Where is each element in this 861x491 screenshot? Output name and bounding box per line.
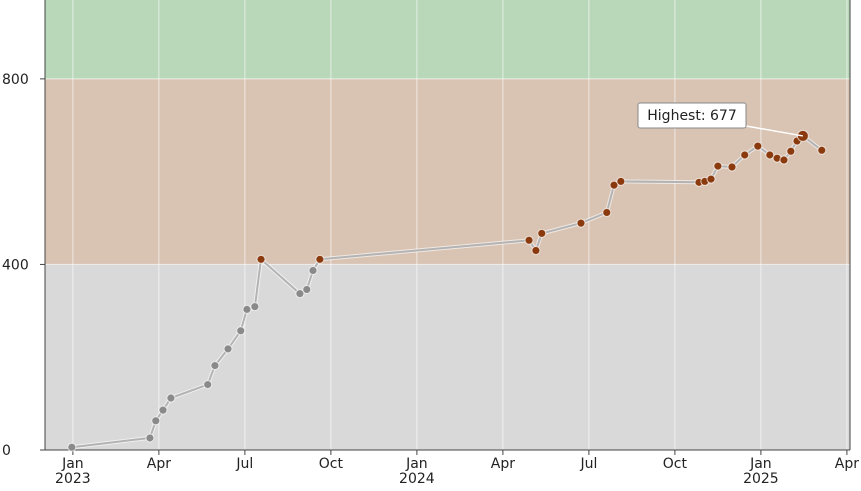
x-tick-label-line: Apr	[491, 456, 515, 472]
x-tick-label-line: 2023	[55, 471, 91, 487]
annotation-box	[637, 102, 747, 129]
data-point	[531, 246, 541, 256]
data-point	[602, 207, 612, 217]
data-point	[786, 146, 796, 156]
data-point	[779, 155, 789, 165]
x-tick-label: Oct	[663, 456, 688, 472]
data-point	[713, 161, 723, 171]
data-point	[524, 235, 534, 245]
data-point	[166, 393, 176, 403]
x-tick-label-line: 2025	[743, 471, 779, 487]
x-tick-label-line: Jan	[749, 456, 772, 472]
data-point	[203, 380, 213, 390]
x-tick-label-line: Jul	[235, 456, 253, 472]
x-tick-label-line: Apr	[835, 456, 859, 472]
band	[45, 264, 850, 450]
x-tick-label: Apr	[491, 456, 515, 472]
data-point	[145, 433, 155, 443]
y-tick-label: 800	[2, 72, 29, 88]
data-point	[765, 150, 775, 160]
data-point	[295, 289, 305, 299]
x-tick-label-line: Oct	[319, 456, 344, 472]
data-point	[537, 228, 547, 238]
x-tick-label-line: 2024	[399, 471, 435, 487]
data-point	[223, 344, 233, 354]
y-tick-label: 0	[2, 443, 11, 459]
data-point	[740, 150, 750, 160]
x-tick-label: Apr	[835, 456, 859, 472]
data-point	[727, 162, 737, 172]
data-point	[817, 145, 827, 155]
data-point	[302, 284, 312, 294]
x-tick-label: Jan 2025	[743, 456, 779, 487]
y-tick-label: 400	[2, 257, 29, 273]
data-point	[158, 405, 168, 415]
annotation-leader	[745, 125, 803, 137]
x-tick-label-line: Jan	[61, 456, 84, 472]
data-point	[315, 254, 325, 264]
x-tick-label-line: Jan	[405, 456, 428, 472]
data-point	[256, 254, 266, 264]
data-point	[609, 180, 619, 190]
annotation-text: Highest: 677	[647, 108, 736, 124]
data-point	[308, 265, 318, 275]
x-tick-label: Jul	[579, 456, 597, 472]
x-tick-label: Jul	[235, 456, 253, 472]
x-tick-label: Jan 2023	[55, 456, 91, 487]
data-point	[67, 442, 77, 452]
data-point	[242, 304, 252, 314]
x-tick-label-line: Apr	[147, 456, 171, 472]
data-point	[250, 302, 260, 312]
x-tick-label: Oct	[319, 456, 344, 472]
data-point	[616, 176, 626, 186]
x-tick-label-line: Jul	[579, 456, 597, 472]
data-point	[151, 416, 161, 426]
data-point	[576, 218, 586, 228]
x-tick-label: Jan 2024	[399, 456, 435, 487]
data-point	[236, 326, 246, 336]
x-tick-label: Apr	[147, 456, 171, 472]
x-tick-label-line: Oct	[663, 456, 688, 472]
data-point	[706, 174, 716, 184]
data-point	[210, 361, 220, 371]
band	[45, 0, 850, 79]
data-point	[753, 141, 763, 151]
